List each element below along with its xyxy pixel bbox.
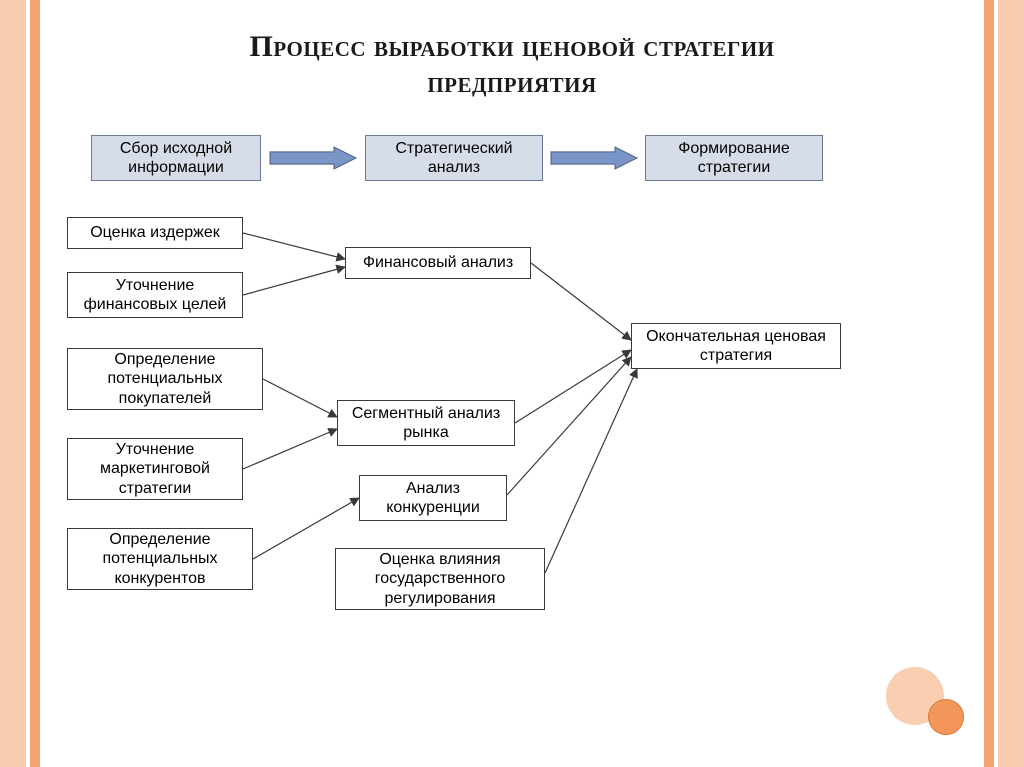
node-label: Оценка издержек [90, 223, 220, 242]
flow-diagram: Сбор исходной информации Стратегический а… [55, 135, 975, 715]
node-n4: Уточнение маркетинговой стратегии [67, 438, 243, 500]
title-line2: предприятия [40, 66, 984, 100]
node-label: Уточнение финансовых целей [80, 276, 230, 314]
page-title: Процесс выработки ценовой стратегии пред… [40, 30, 984, 100]
header-box-label: Стратегический анализ [378, 139, 530, 177]
left-stripe [0, 0, 40, 767]
header-box-label: Формирование стратегии [658, 139, 810, 177]
node-n3: Определение потенциальных покупателей [67, 348, 263, 410]
edge [507, 357, 631, 495]
node-label: Уточнение маркетинговой стратегии [80, 440, 230, 498]
node-m4: Оценка влияния государственного регулиро… [335, 548, 545, 610]
edge [243, 429, 337, 469]
edge [243, 267, 345, 295]
node-label: Анализ конкуренции [372, 479, 494, 517]
accent-circle-small [928, 699, 964, 735]
stripe-outer [998, 0, 1024, 767]
node-label: Финансовый анализ [363, 253, 513, 272]
header-box-h3: Формирование стратегии [645, 135, 823, 181]
node-label: Окончательная ценовая стратегия [644, 327, 828, 365]
node-m1: Финансовый анализ [345, 247, 531, 279]
edge [545, 369, 637, 573]
edge [243, 233, 345, 259]
node-m2: Сегментный анализ рынка [337, 400, 515, 446]
stripe-inner [30, 0, 40, 767]
node-m3: Анализ конкуренции [359, 475, 507, 521]
node-label: Определение потенциальных конкурентов [80, 530, 240, 588]
stripe-outer [0, 0, 26, 767]
header-box-label: Сбор исходной информации [104, 139, 248, 177]
node-n5: Определение потенциальных конкурентов [67, 528, 253, 590]
node-label: Определение потенциальных покупателей [80, 350, 250, 408]
edge [263, 379, 337, 417]
header-arrow [551, 147, 637, 169]
node-label: Сегментный анализ рынка [350, 404, 502, 442]
header-arrow [270, 147, 356, 169]
edge [515, 350, 631, 423]
header-box-h1: Сбор исходной информации [91, 135, 261, 181]
title-line1: Процесс выработки ценовой стратегии [40, 30, 984, 64]
node-r1: Окончательная ценовая стратегия [631, 323, 841, 369]
node-n1: Оценка издержек [67, 217, 243, 249]
edge [531, 263, 631, 340]
stripe-inner [984, 0, 994, 767]
header-box-h2: Стратегический анализ [365, 135, 543, 181]
right-stripe [984, 0, 1024, 767]
node-label: Оценка влияния государственного регулиро… [348, 550, 532, 608]
node-n2: Уточнение финансовых целей [67, 272, 243, 318]
